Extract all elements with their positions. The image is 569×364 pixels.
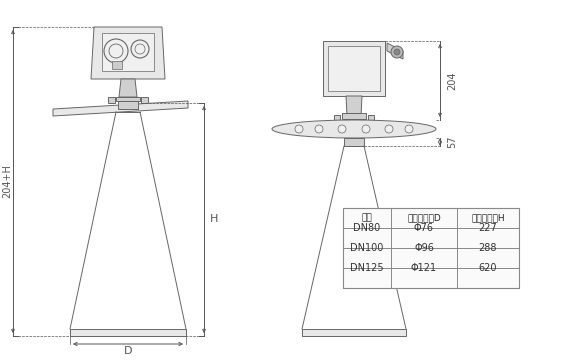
Bar <box>108 97 115 103</box>
Text: DN80: DN80 <box>353 223 381 233</box>
Bar <box>302 329 406 336</box>
Bar <box>116 97 140 101</box>
Bar <box>343 208 519 288</box>
Text: 204: 204 <box>447 71 457 90</box>
Bar <box>112 61 122 69</box>
Text: 620: 620 <box>479 263 497 273</box>
Bar <box>102 33 154 71</box>
Circle shape <box>315 125 323 133</box>
Bar <box>368 115 374 120</box>
Text: 喇叭口直径D: 喇叭口直径D <box>407 214 441 222</box>
Text: 喇叭口高度H: 喇叭口高度H <box>471 214 505 222</box>
Text: DN125: DN125 <box>350 263 384 273</box>
Text: Φ121: Φ121 <box>411 263 437 273</box>
Polygon shape <box>346 96 362 116</box>
Text: 227: 227 <box>479 223 497 233</box>
Bar <box>344 138 364 146</box>
Bar <box>70 329 186 336</box>
Text: 288: 288 <box>479 243 497 253</box>
Circle shape <box>391 46 403 58</box>
Polygon shape <box>91 27 165 79</box>
Bar <box>141 97 148 103</box>
Polygon shape <box>387 43 403 59</box>
Circle shape <box>405 125 413 133</box>
Bar <box>334 115 340 120</box>
Circle shape <box>338 125 346 133</box>
Text: H: H <box>210 214 218 225</box>
Bar <box>323 41 385 96</box>
Circle shape <box>385 125 393 133</box>
Bar <box>118 101 138 109</box>
Text: 204+H: 204+H <box>2 165 12 198</box>
Text: Φ96: Φ96 <box>414 243 434 253</box>
Text: D: D <box>123 346 132 356</box>
Ellipse shape <box>272 120 436 138</box>
Circle shape <box>394 49 400 55</box>
Text: Φ76: Φ76 <box>414 223 434 233</box>
Text: 57: 57 <box>447 136 457 148</box>
Bar <box>328 46 380 91</box>
Bar <box>344 119 364 123</box>
Circle shape <box>362 125 370 133</box>
Polygon shape <box>53 101 188 116</box>
Bar <box>342 113 366 119</box>
Text: 法兰: 法兰 <box>362 214 372 222</box>
Polygon shape <box>119 79 137 97</box>
Circle shape <box>295 125 303 133</box>
Text: DN100: DN100 <box>351 243 384 253</box>
